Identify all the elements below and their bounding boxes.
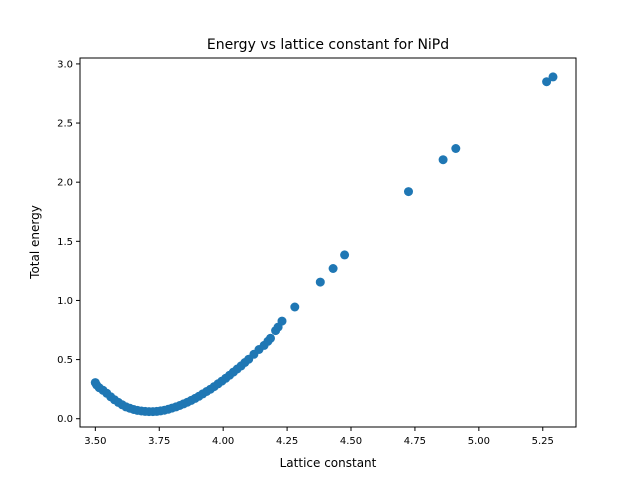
x-tick-label: 4.00 xyxy=(212,436,234,447)
y-tick-label: 2.5 xyxy=(57,119,73,130)
data-point-55 xyxy=(438,155,448,165)
x-tick-label: 3.75 xyxy=(148,436,170,447)
data-point-54 xyxy=(404,187,413,197)
y-tick-label: 1.5 xyxy=(57,237,73,248)
y-tick-label: 3.0 xyxy=(57,59,73,70)
data-point-56 xyxy=(451,144,461,153)
data-point-53 xyxy=(340,250,350,260)
y-tick-label: 1.0 xyxy=(57,296,73,307)
x-axis: 3.50 3.75 4.00 4.25 4.50 4.75 5.00 5.25 xyxy=(84,427,554,447)
x-tick-label: 5.25 xyxy=(532,436,554,447)
x-axis-label: Lattice constant xyxy=(280,456,377,470)
data-point-52 xyxy=(328,264,338,273)
data-point-46 xyxy=(266,333,275,343)
y-tick-label: 2.0 xyxy=(57,178,73,189)
data-point-50 xyxy=(290,302,300,312)
data-points xyxy=(90,72,558,417)
x-tick-label: 5.00 xyxy=(468,436,490,447)
data-point-57 xyxy=(542,77,552,87)
x-tick-label: 3.50 xyxy=(84,436,106,447)
y-tick-label: 0.5 xyxy=(57,355,73,366)
data-point-49 xyxy=(277,316,287,326)
y-axis-label: Total energy xyxy=(28,205,42,280)
data-point-58 xyxy=(548,72,558,82)
x-tick-label: 4.25 xyxy=(276,436,298,447)
chart-title: Energy vs lattice constant for NiPd xyxy=(207,37,449,53)
data-point-51 xyxy=(315,277,325,287)
y-tick-label: 0.0 xyxy=(57,414,73,425)
x-tick-label: 4.75 xyxy=(404,436,426,447)
plot-area-frame xyxy=(79,57,577,428)
y-axis: 0.0 0.5 1.0 1.5 2.0 2.5 3.0 xyxy=(57,59,80,425)
x-tick-label: 4.50 xyxy=(340,436,362,447)
